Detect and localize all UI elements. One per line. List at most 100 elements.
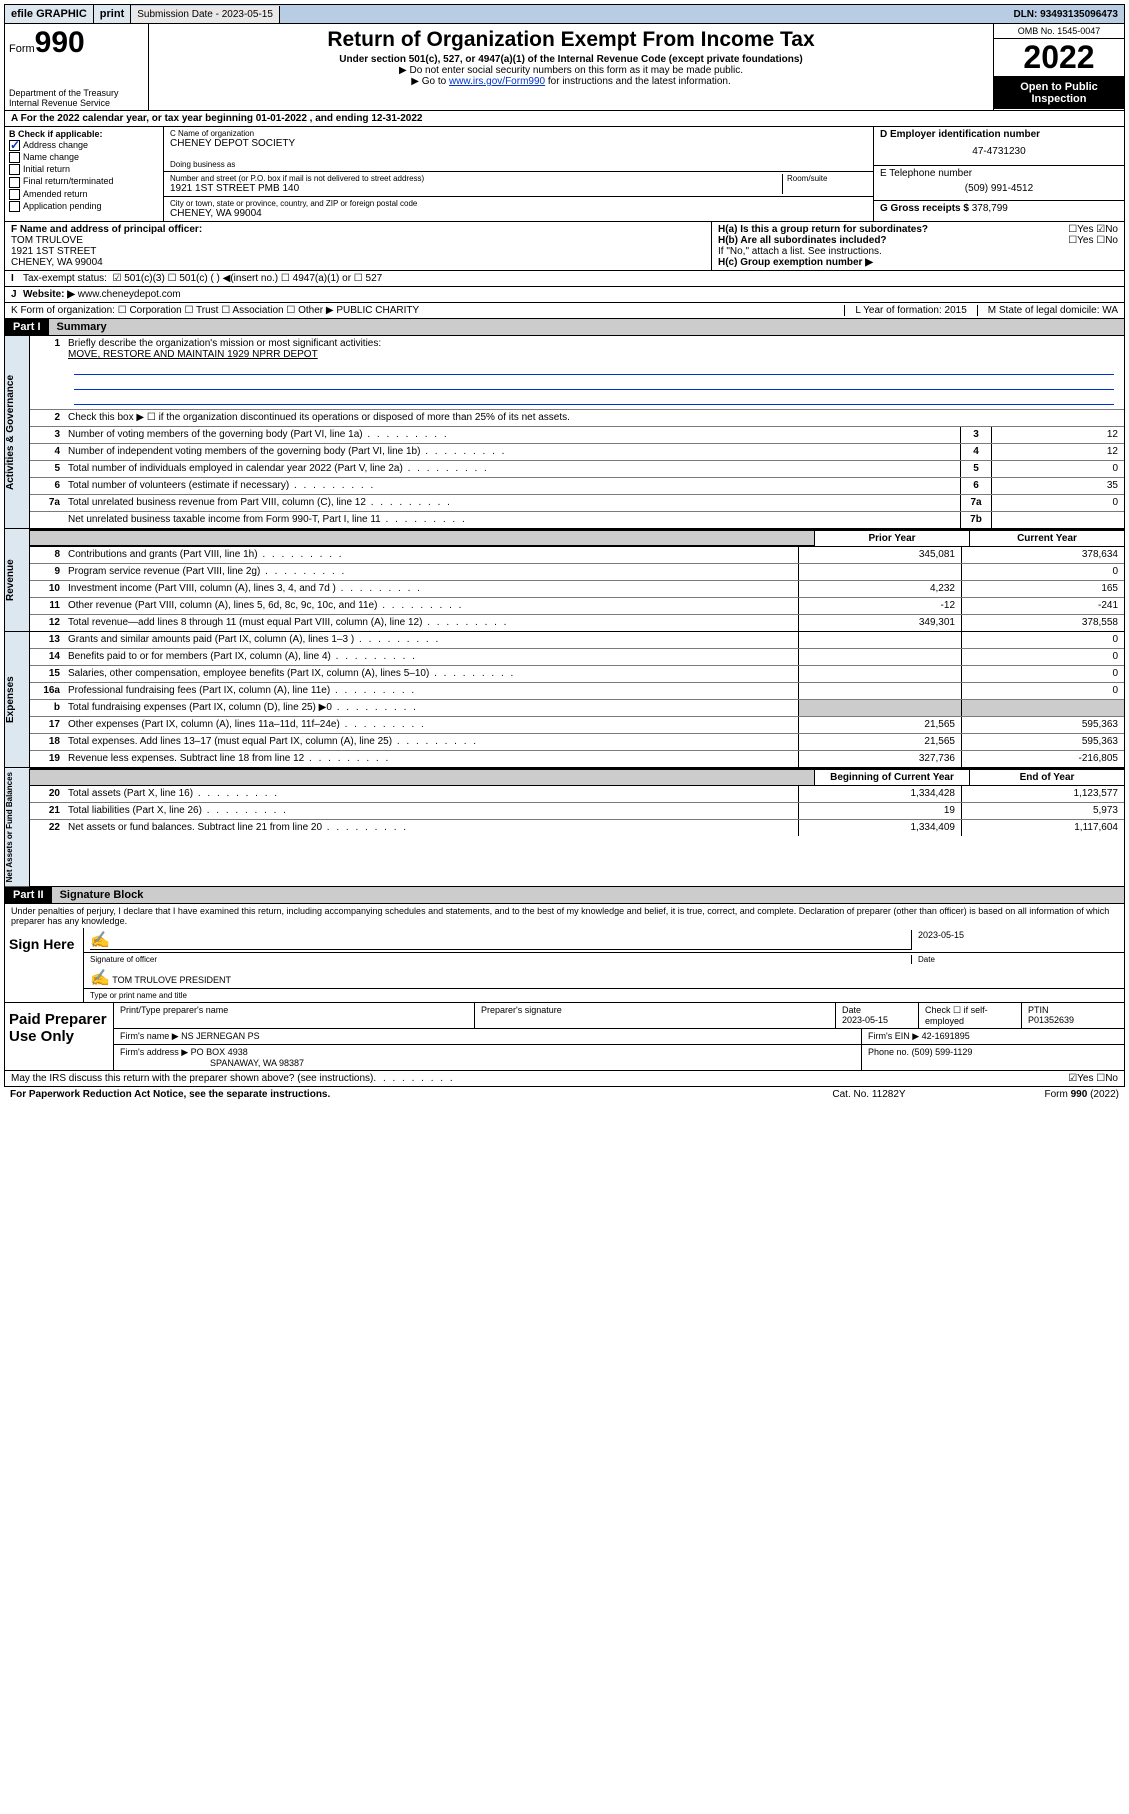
header-center: Return of Organization Exempt From Incom…	[149, 24, 993, 110]
part2-title: Signature Block	[52, 887, 1124, 903]
netassets-section: Net Assets or Fund Balances Beginning of…	[4, 768, 1125, 887]
vside-expenses: Expenses	[5, 632, 30, 767]
firm-name-label: Firm's name ▶	[120, 1031, 179, 1041]
part1-badge: Part I	[5, 319, 49, 335]
goto-pre: ▶ Go to	[411, 76, 449, 87]
goto-note: ▶ Go to www.irs.gov/Form990 for instruct…	[155, 76, 987, 87]
hdr-end: End of Year	[969, 770, 1124, 785]
ssn-note: ▶ Do not enter social security numbers o…	[155, 65, 987, 76]
dept-label: Department of the Treasury Internal Reve…	[9, 88, 144, 108]
data-row: 21 Total liabilities (Part X, line 26) 1…	[30, 803, 1124, 820]
data-row: 13 Grants and similar amounts paid (Part…	[30, 632, 1124, 649]
tax-status-options: ☑ 501(c)(3) ☐ 501(c) ( ) ◀(insert no.) ☐…	[112, 273, 382, 284]
firm-phone-label: Phone no.	[868, 1047, 909, 1057]
data-row: 12 Total revenue—add lines 8 through 11 …	[30, 615, 1124, 631]
chk-address-change[interactable]: Address change	[9, 140, 159, 151]
col-de: D Employer identification number 47-4731…	[873, 127, 1124, 221]
row-i: I Tax-exempt status: ☑ 501(c)(3) ☐ 501(c…	[4, 271, 1125, 287]
ptin-hdr: PTIN	[1028, 1005, 1049, 1015]
part2-header-row: Part II Signature Block	[4, 887, 1125, 904]
form-subtitle: Under section 501(c), 527, or 4947(a)(1)…	[155, 54, 987, 65]
tax-year: 2022	[994, 39, 1124, 77]
top-bar: efile GRAPHIC print Submission Date - 20…	[4, 4, 1125, 24]
chk-final-return[interactable]: Final return/terminated	[9, 176, 159, 187]
data-row: b Total fundraising expenses (Part IX, c…	[30, 700, 1124, 717]
firm-addr2: SPANAWAY, WA 98387	[210, 1058, 304, 1068]
form-org-label: K Form of organization: ☐ Corporation ☐ …	[11, 305, 334, 316]
firm-ein-label: Firm's EIN ▶	[868, 1031, 919, 1041]
q2-label: Check this box ▶ ☐ if the organization d…	[64, 410, 1124, 426]
tax-status-label: Tax-exempt status:	[23, 273, 107, 284]
data-row: 8 Contributions and grants (Part VIII, l…	[30, 547, 1124, 564]
paperwork-notice: For Paperwork Reduction Act Notice, see …	[10, 1089, 769, 1100]
declaration-text: Under penalties of perjury, I declare th…	[5, 904, 1124, 928]
page-footer: For Paperwork Reduction Act Notice, see …	[4, 1087, 1125, 1102]
data-row: 19 Revenue less expenses. Subtract line …	[30, 751, 1124, 767]
officer-label: F Name and address of principal officer:	[11, 224, 202, 235]
form-title: Return of Organization Exempt From Incom…	[155, 28, 987, 52]
header-left: Form990 Department of the Treasury Inter…	[5, 24, 149, 110]
gov-row: 7a Total unrelated business revenue from…	[30, 495, 1124, 512]
state-domicile: M State of legal domicile: WA	[977, 305, 1118, 316]
firm-phone: (509) 599-1129	[912, 1047, 973, 1057]
goto-post: for instructions and the latest informat…	[545, 76, 731, 87]
phone-label: E Telephone number	[880, 168, 972, 179]
irs-link[interactable]: www.irs.gov/Form990	[449, 76, 545, 87]
ha-label: H(a) Is this a group return for subordin…	[718, 224, 928, 235]
gov-row: 3 Number of voting members of the govern…	[30, 427, 1124, 444]
phone-value: (509) 991-4512	[880, 179, 1118, 198]
city-label: City or town, state or province, country…	[170, 199, 867, 208]
part1-header-row: Part I Summary	[4, 319, 1125, 336]
hc-label: H(c) Group exemption number ▶	[718, 257, 873, 268]
print-button[interactable]: print	[94, 5, 131, 23]
gross-value: 378,799	[972, 203, 1008, 214]
chk-amended-return[interactable]: Amended return	[9, 189, 159, 200]
data-row: 9 Program service revenue (Part VIII, li…	[30, 564, 1124, 581]
row-klm: K Form of organization: ☐ Corporation ☐ …	[4, 303, 1125, 319]
part2-badge: Part II	[5, 887, 52, 903]
col-b-checkboxes: B Check if applicable: Address change Na…	[5, 127, 164, 221]
discuss-answer: ☑Yes ☐No	[1068, 1073, 1118, 1084]
gov-row: 5 Total number of individuals employed i…	[30, 461, 1124, 478]
chk-application-pending[interactable]: Application pending	[9, 201, 159, 212]
data-row: 10 Investment income (Part VIII, column …	[30, 581, 1124, 598]
q1-label: Briefly describe the organization's miss…	[68, 338, 381, 349]
hb-note: If "No," attach a list. See instructions…	[718, 246, 1118, 257]
data-row: 22 Net assets or fund balances. Subtract…	[30, 820, 1124, 836]
firm-addr-label: Firm's address ▶	[120, 1047, 188, 1057]
org-name-label: C Name of organization	[170, 129, 867, 138]
chk-name-change[interactable]: Name change	[9, 152, 159, 163]
hdr-prior-year: Prior Year	[814, 531, 969, 546]
expenses-section: Expenses 13 Grants and similar amounts p…	[4, 632, 1125, 768]
hb-label: H(b) Are all subordinates included?	[718, 235, 887, 246]
website-label: Website: ▶	[23, 289, 75, 300]
ein-value: 47-4731230	[880, 140, 1118, 163]
preparer-sig-hdr: Preparer's signature	[475, 1003, 836, 1028]
ha-answer: ☐Yes ☑No	[1068, 224, 1118, 235]
org-city: CHENEY, WA 99004	[170, 208, 867, 219]
firm-name: NS JERNEGAN PS	[181, 1031, 260, 1041]
sign-date: 2023-05-15	[911, 930, 1118, 950]
summary-table: Activities & Governance 1 Briefly descri…	[4, 336, 1125, 529]
ptin-value: P01352639	[1028, 1015, 1074, 1025]
form-org-value: PUBLIC CHARITY	[336, 305, 419, 316]
self-employed-chk: Check ☐ if self-employed	[919, 1003, 1022, 1028]
row-a-text: A For the 2022 calendar year, or tax yea…	[11, 113, 422, 124]
chk-initial-return[interactable]: Initial return	[9, 164, 159, 175]
discuss-row: May the IRS discuss this return with the…	[4, 1071, 1125, 1087]
gross-label: G Gross receipts $	[880, 203, 969, 214]
vside-revenue: Revenue	[5, 529, 30, 631]
revenue-section: Revenue Prior Year Current Year 8 Contri…	[4, 529, 1125, 632]
block-bcde: B Check if applicable: Address change Na…	[4, 127, 1125, 222]
paid-preparer-block: Paid Preparer Use Only Print/Type prepar…	[4, 1003, 1125, 1071]
sign-here-label: Sign Here	[5, 928, 83, 1002]
header-right: OMB No. 1545-0047 2022 Open to Public In…	[993, 24, 1124, 110]
gov-row: 6 Total number of volunteers (estimate i…	[30, 478, 1124, 495]
row-j: J Website: ▶ www.cheneydepot.com	[4, 287, 1125, 303]
data-row: 15 Salaries, other compensation, employe…	[30, 666, 1124, 683]
data-row: 20 Total assets (Part X, line 16) 1,334,…	[30, 786, 1124, 803]
paid-preparer-label: Paid Preparer Use Only	[5, 1003, 113, 1070]
data-row: 18 Total expenses. Add lines 13–17 (must…	[30, 734, 1124, 751]
officer-addr1: 1921 1ST STREET	[11, 246, 96, 257]
open-inspection: Open to Public Inspection	[994, 77, 1124, 109]
